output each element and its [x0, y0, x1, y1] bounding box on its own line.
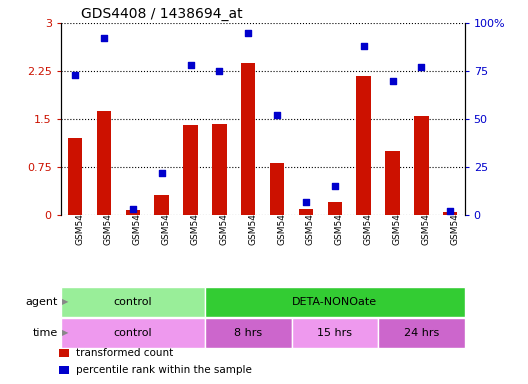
Bar [59, 366, 69, 374]
Text: agent: agent [26, 297, 58, 307]
Bar [61, 287, 205, 317]
Bar [212, 124, 227, 215]
Text: GDS4408 / 1438694_at: GDS4408 / 1438694_at [81, 7, 242, 21]
Point [388, 78, 397, 84]
Bar [205, 287, 465, 317]
Text: GSM549089: GSM549089 [335, 190, 344, 245]
Text: GSM549085: GSM549085 [220, 190, 229, 245]
Point [129, 206, 137, 212]
Bar [443, 212, 457, 215]
Bar [414, 116, 429, 215]
Bar [155, 195, 169, 215]
Text: GSM549081: GSM549081 [104, 190, 113, 245]
Bar [291, 318, 378, 348]
Text: GSM549090: GSM549090 [364, 190, 373, 245]
Point [244, 30, 252, 36]
Text: GSM549088: GSM549088 [306, 190, 315, 245]
Point [100, 35, 108, 41]
Text: GSM549092: GSM549092 [421, 190, 430, 245]
Text: GSM549086: GSM549086 [248, 190, 257, 245]
Text: percentile rank within the sample: percentile rank within the sample [76, 365, 251, 375]
Text: GSM549083: GSM549083 [162, 190, 171, 245]
Bar [126, 210, 140, 215]
Point [360, 43, 368, 49]
Bar [97, 111, 111, 215]
Text: time: time [33, 328, 58, 338]
Bar [59, 349, 69, 358]
Bar [356, 76, 371, 215]
Text: control: control [114, 328, 152, 338]
Text: GSM549091: GSM549091 [392, 190, 401, 245]
Bar [241, 63, 256, 215]
Text: DETA-NONOate: DETA-NONOate [292, 297, 378, 307]
Bar [68, 138, 82, 215]
Bar [183, 125, 198, 215]
Bar [205, 318, 291, 348]
Text: control: control [114, 297, 152, 307]
Point [331, 183, 339, 189]
Point [301, 199, 310, 205]
Text: 15 hrs: 15 hrs [317, 328, 352, 338]
Text: GSM549082: GSM549082 [133, 190, 142, 245]
Bar [327, 202, 342, 215]
Text: GSM549080: GSM549080 [75, 190, 84, 245]
Point [186, 62, 195, 68]
Text: transformed count: transformed count [76, 348, 173, 358]
Text: GSM549087: GSM549087 [277, 190, 286, 245]
Text: 8 hrs: 8 hrs [234, 328, 262, 338]
Text: ▶: ▶ [62, 297, 68, 306]
Point [446, 208, 455, 214]
Bar [61, 318, 205, 348]
Bar [270, 162, 284, 215]
Point [417, 64, 426, 70]
Point [273, 112, 281, 118]
Bar [299, 209, 313, 215]
Point [71, 72, 79, 78]
Text: GSM549093: GSM549093 [450, 190, 459, 245]
Text: 24 hrs: 24 hrs [404, 328, 439, 338]
Point [157, 170, 166, 176]
Text: ▶: ▶ [62, 328, 68, 337]
Bar [385, 151, 400, 215]
Text: GSM549084: GSM549084 [191, 190, 200, 245]
Point [215, 68, 224, 74]
Bar [378, 318, 465, 348]
